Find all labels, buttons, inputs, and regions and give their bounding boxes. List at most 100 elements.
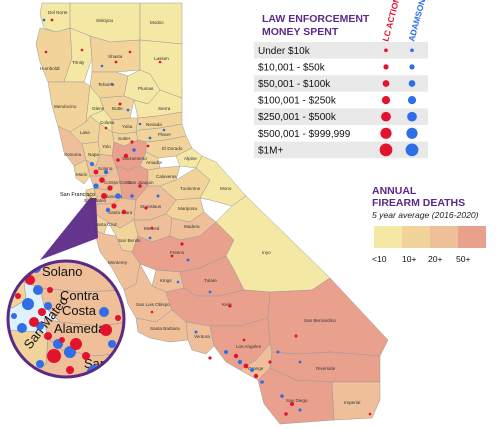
county-label: Tuolumne bbox=[180, 186, 201, 191]
bay-area-inset: Solano Contra Costa Alameda San Mateo Sa… bbox=[8, 261, 124, 377]
deaths-legend: ANNUAL FIREARM DEATHS 5 year average (20… bbox=[372, 185, 486, 264]
county-label: Stanislaus bbox=[140, 204, 162, 209]
county-label: Modoc bbox=[150, 20, 164, 25]
county-label: Solano bbox=[98, 166, 113, 171]
adamson-size-dot bbox=[406, 127, 418, 139]
adamson-dot bbox=[36, 360, 44, 368]
county-label: Lassen bbox=[154, 56, 169, 61]
deaths-bin-label: 50+ bbox=[456, 254, 471, 264]
county-label: Orange bbox=[248, 366, 264, 371]
spending-legend-rows: Under $10k $10,001 - $50k $50,001 - $100k $… bbox=[254, 42, 428, 159]
lc-action-dot bbox=[138, 184, 142, 188]
lc-action-dot bbox=[47, 287, 53, 293]
lc-action-dot bbox=[80, 48, 84, 52]
lc-action-dot bbox=[290, 402, 294, 406]
county-label: Sacramento bbox=[122, 156, 147, 161]
adamson-dot bbox=[42, 18, 46, 22]
lc-action-dot bbox=[59, 337, 65, 343]
county-label: Nevada bbox=[146, 122, 162, 127]
adamson-dot bbox=[260, 380, 264, 384]
lc-action-size-dot bbox=[382, 80, 390, 87]
lc-action-dot bbox=[38, 308, 46, 316]
county-label: Mono bbox=[220, 186, 232, 191]
adamson-dot bbox=[132, 148, 136, 152]
lc-action-dot bbox=[107, 185, 113, 191]
san-francisco-label: San Francisco bbox=[60, 192, 95, 198]
county-label: Mendocino bbox=[54, 104, 77, 109]
county-label: Placer bbox=[158, 132, 171, 137]
county-label: Sutter bbox=[118, 136, 131, 141]
county-label: Lake bbox=[80, 130, 90, 135]
county-label: Marin bbox=[76, 172, 88, 177]
lc-action-dot bbox=[180, 242, 184, 246]
adamson-dot bbox=[148, 236, 152, 240]
adamson-dot bbox=[280, 394, 284, 398]
adamson-dot bbox=[130, 194, 134, 198]
adamson-dot bbox=[108, 340, 116, 348]
county-label: Kern bbox=[222, 302, 232, 307]
county-label: Butte bbox=[112, 106, 123, 111]
adamson-size-dot bbox=[405, 143, 419, 157]
deaths-legend-title-line1: ANNUAL bbox=[372, 185, 417, 197]
deaths-swatch-lt10 bbox=[374, 226, 402, 248]
county-label: Yuba bbox=[122, 124, 133, 129]
inset-border bbox=[6, 259, 126, 379]
county-label: San Bernardino bbox=[304, 318, 336, 323]
lc-action-dot bbox=[111, 203, 117, 209]
adamson-dot bbox=[100, 64, 104, 68]
lc-action-dot bbox=[294, 334, 298, 338]
spending-row-background bbox=[254, 91, 428, 109]
deaths-legend-title-line2: FIREARM DEATHS bbox=[372, 197, 465, 209]
inset-label-contra: Contra bbox=[60, 288, 100, 303]
lc-action-size-dot bbox=[381, 111, 391, 122]
adamson-size-dot bbox=[409, 64, 415, 70]
adamson-dot bbox=[162, 128, 166, 132]
deaths-swatch-10 bbox=[402, 226, 430, 248]
column-header-lc-action: LC ACTION bbox=[380, 0, 402, 43]
adamson-dot bbox=[186, 258, 190, 262]
county-polygons bbox=[35, 2, 389, 425]
adamson-dot bbox=[194, 330, 198, 334]
lc-action-dot bbox=[47, 349, 61, 363]
county-label: Santa Barbara bbox=[150, 326, 180, 331]
lc-action-dot bbox=[121, 209, 127, 215]
lc-action-dot bbox=[44, 50, 48, 54]
inset-label-solano: Solano bbox=[42, 264, 82, 279]
county-label: Trinity bbox=[72, 60, 85, 65]
lc-action-dot bbox=[104, 126, 108, 130]
county-label: Mariposa bbox=[178, 206, 197, 211]
lc-action-dot bbox=[118, 102, 122, 106]
spending-row-label: $500,001 - $999,999 bbox=[258, 129, 351, 140]
lc-action-size-dot bbox=[381, 96, 391, 105]
lc-action-dot bbox=[29, 317, 39, 327]
lc-action-dot bbox=[243, 363, 249, 369]
lc-action-size-dot bbox=[379, 143, 393, 157]
county-label: Sierra bbox=[158, 106, 171, 111]
san-francisco-leader-line bbox=[87, 194, 93, 199]
lc-action-dot bbox=[150, 310, 154, 314]
adamson-dot bbox=[44, 302, 52, 310]
inset-label-costa: Costa bbox=[62, 303, 97, 318]
adamson-dot bbox=[17, 323, 27, 333]
adamson-dot bbox=[99, 307, 109, 317]
county-label: Monterey bbox=[108, 260, 128, 265]
adamson-dot bbox=[224, 350, 228, 354]
lc-action-dot bbox=[130, 140, 134, 144]
county-label: Alpine bbox=[184, 156, 197, 161]
lc-action-dot bbox=[144, 206, 148, 210]
adamson-dot bbox=[298, 408, 302, 412]
county-label: Kings bbox=[160, 278, 172, 283]
county-label: Amador bbox=[146, 160, 163, 165]
spending-row-label: Under $10k bbox=[258, 46, 311, 57]
lc-action-dot bbox=[170, 254, 174, 258]
county-label: Yolo bbox=[102, 144, 111, 149]
county-label: Alameda bbox=[104, 194, 123, 199]
adamson-dot bbox=[90, 162, 94, 166]
county-label: Imperial bbox=[344, 400, 360, 405]
adamson-dot bbox=[93, 183, 99, 189]
lc-action-size-dot bbox=[384, 48, 388, 53]
county-label: San Joaquin bbox=[128, 180, 154, 185]
adamson-dot bbox=[33, 285, 43, 295]
county-label: San Diego bbox=[286, 398, 308, 403]
adamson-dot bbox=[103, 169, 109, 175]
